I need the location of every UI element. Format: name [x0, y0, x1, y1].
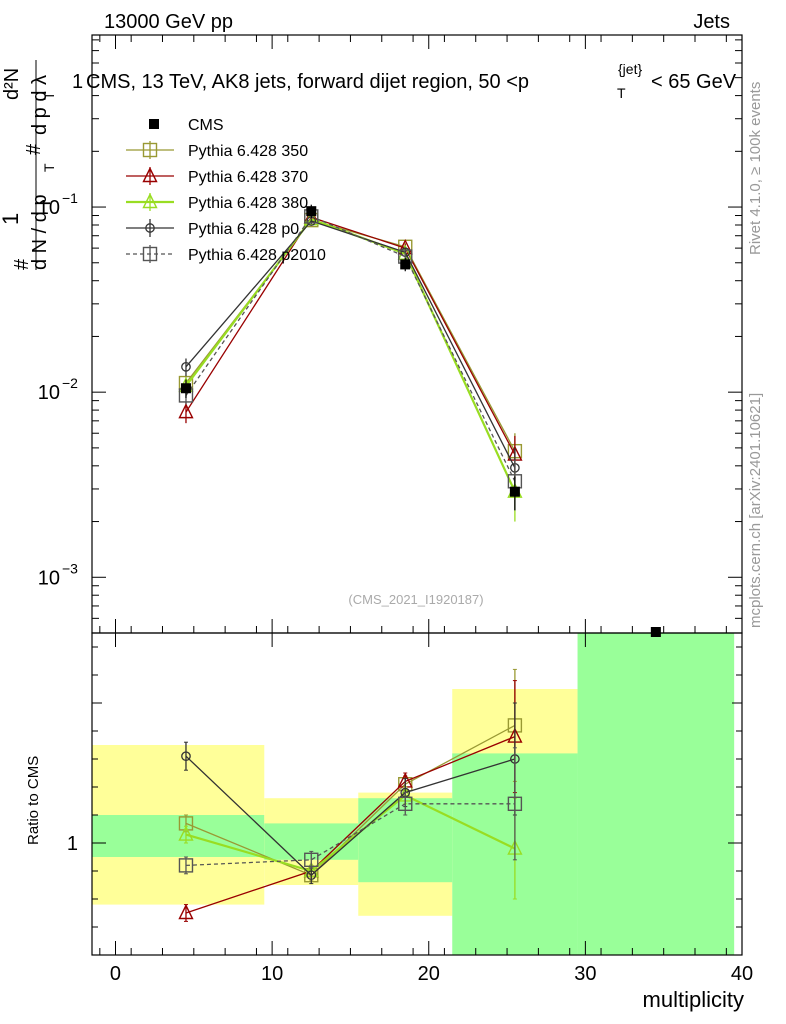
title-sub: T: [617, 85, 626, 101]
ratio-marker-series-4-1: [304, 852, 319, 867]
y-tick-label-exp-2: −1: [62, 190, 78, 206]
ylabel-dn-dpt: d N / d p: [29, 194, 51, 270]
y-tick-label-exp-1: −2: [62, 375, 78, 391]
legend-label-3: Pythia 6.428 380: [188, 195, 308, 212]
y-tick-label-base-0: 10: [38, 567, 60, 589]
ylabel-one: 1: [0, 213, 23, 225]
ratio-marker-series-4-0: [178, 858, 194, 873]
legend-label-5: Pythia 6.428 p2010: [188, 247, 326, 264]
legend-marker-1: [142, 142, 158, 158]
ratio-y-tick-label-0: 1: [67, 833, 78, 855]
legend-label-1: Pythia 6.428 350: [188, 143, 308, 160]
x-tick-label-2: 20: [418, 963, 440, 985]
main-ylabel: # 1 d N / d p # T d²N d p d λ T: [0, 60, 57, 270]
legend-marker-3: [142, 192, 158, 209]
ratio-marker-series-2-0: [178, 825, 194, 841]
title-tail: < 65 GeV: [651, 71, 737, 93]
ratio-marker-series-3-0: [181, 751, 191, 762]
legend-marker-5: [142, 246, 158, 262]
chart-title: 1 CMS, 13 TeV, AK8 jets, forward dijet r…: [72, 61, 737, 101]
main-line-series-1: [185, 216, 516, 455]
legend-label-0: CMS: [188, 117, 224, 134]
y-tick-label-base-1: 10: [38, 382, 60, 404]
ylabel-hash-1: #: [11, 258, 33, 270]
data-marker-4: [650, 627, 661, 637]
analysis-watermark: (CMS_2021_I1920187): [348, 592, 483, 607]
header-right: Jets: [693, 11, 730, 33]
y-tick-label-base-2: 10: [38, 197, 60, 219]
side-label-rivet: Rivet 4.1.0, ≥ 100k events: [747, 82, 764, 255]
ylabel-sub-t-1: T: [41, 163, 57, 172]
data-marker-1: [306, 206, 317, 217]
header-left: 13000 GeV pp: [104, 11, 233, 33]
ratio-line-series-3: [185, 755, 516, 877]
green-band-4: [577, 633, 735, 955]
main-marker-series-3-0: [181, 362, 191, 372]
ylabel-d2n: d²N: [1, 68, 23, 100]
ratio-uncertainty-bands: [92, 633, 735, 955]
ratio-line-series-0: [185, 724, 516, 876]
y-tick-label-exp-0: −3: [62, 560, 78, 576]
x-tick-label-4: 40: [731, 963, 753, 985]
side-label-mcplots: mcplots.cern.ch [arXiv:2401.10621]: [747, 393, 764, 628]
ylabel-dpt-dlambda: d p d λ: [29, 75, 51, 135]
x-axis-label: multiplicity: [643, 987, 744, 1012]
main-series-layer: [178, 204, 661, 637]
ratio-line-series-1: [185, 735, 516, 914]
data-marker-0: [180, 383, 191, 394]
ratio-marker-series-4-3: [507, 796, 523, 811]
ratio-line-series-4: [185, 803, 515, 867]
legend-label-4: Pythia 6.428 p0: [188, 221, 299, 238]
legend-label-2: Pythia 6.428 370: [188, 169, 308, 186]
legend-marker-0: [149, 119, 159, 129]
x-tick-label-1: 10: [261, 963, 283, 985]
data-marker-2: [400, 259, 411, 270]
title-prefix: 1: [72, 71, 83, 93]
main-line-series-4: [185, 215, 516, 482]
ratio-series-layer: [178, 668, 523, 922]
ratio-marker-series-3-1: [306, 870, 317, 881]
title-sup: {jet}: [618, 61, 642, 77]
ratio-marker-series-1-0: [178, 903, 194, 920]
x-tick-label-0: 0: [110, 963, 121, 985]
legend-marker-4: [145, 223, 155, 233]
ratio-frame: [91, 632, 743, 956]
main-marker-series-1-0: [178, 403, 194, 419]
legend: CMS Pythia 6.428 350 Pythia 6.428 370 Pythi…: [126, 117, 326, 264]
x-tick-label-3: 30: [574, 963, 596, 985]
ylabel-hash-2: #: [23, 143, 45, 155]
data-marker-3: [509, 486, 520, 497]
ratio-ylabel: Ratio to CMS: [25, 756, 42, 845]
ylabel-sub-t-2: T: [41, 91, 57, 100]
title-main: CMS, 13 TeV, AK8 jets, forward dijet reg…: [86, 71, 529, 93]
ratio-marker-series-4-2: [398, 796, 413, 811]
legend-marker-2: [142, 166, 158, 183]
